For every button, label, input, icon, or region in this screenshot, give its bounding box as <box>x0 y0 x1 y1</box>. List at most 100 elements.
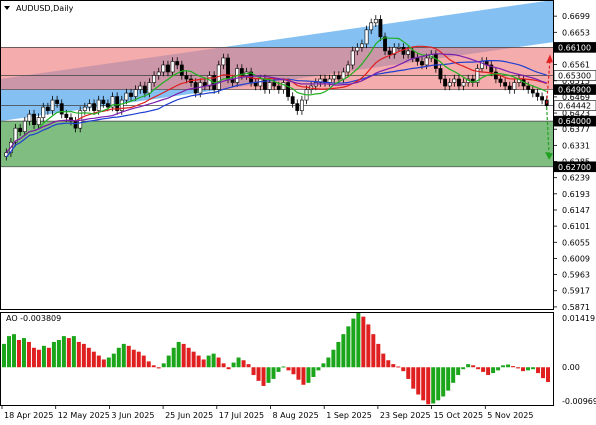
ao-bar <box>36 349 41 368</box>
price-tick-label: 0.6239 <box>562 174 590 183</box>
level-tag-label: 0.66100 <box>558 43 591 52</box>
ao-bar <box>6 336 11 368</box>
moving-average-line <box>5 53 547 154</box>
ao-bar <box>451 367 456 383</box>
candle-body <box>27 113 32 122</box>
candle-body <box>295 103 300 111</box>
ao-bar <box>26 341 31 368</box>
date-tick-label: 17 Jul 2025 <box>219 411 264 420</box>
candle-body <box>73 120 78 129</box>
candle-body <box>69 117 73 122</box>
ao-bar <box>341 334 346 368</box>
candle-body <box>420 61 424 66</box>
level-tag <box>553 70 596 81</box>
ao-bar <box>2 343 6 368</box>
ao-bar <box>66 338 71 368</box>
ao-bar <box>446 367 451 391</box>
candle-body <box>142 85 147 94</box>
ao-bar <box>316 367 321 371</box>
ao-bar <box>246 364 251 368</box>
ao-bar <box>486 367 491 376</box>
ao-bar <box>31 347 36 368</box>
candle-body <box>221 57 226 66</box>
ao-bar <box>231 362 236 368</box>
candle-body <box>156 71 161 76</box>
candle-body <box>507 85 512 90</box>
candle-body <box>59 103 64 115</box>
ao-bar <box>146 361 151 368</box>
ao-bar <box>216 357 221 368</box>
candle-body <box>138 85 143 90</box>
date-tick-label: 18 Apr 2025 <box>4 411 53 420</box>
ao-bar <box>416 367 421 395</box>
ao-bar <box>11 334 16 368</box>
ao-bar <box>141 355 146 368</box>
candle-body <box>530 89 535 94</box>
ao-bar <box>136 351 141 368</box>
candle-body <box>87 103 92 108</box>
date-tick-label: 3 Jun 2025 <box>111 411 154 420</box>
ao-bar <box>476 367 481 370</box>
date-tick-label: 12 May 2025 <box>58 411 110 420</box>
ao-bar <box>131 349 136 368</box>
candle-body <box>332 75 337 80</box>
projection-down-arrow-icon <box>545 152 553 160</box>
ao-bar <box>436 367 441 401</box>
ao-bar <box>181 343 186 368</box>
candle-body <box>452 78 457 83</box>
price-tick-label: 0.6377 <box>562 125 590 134</box>
ao-bar <box>236 357 241 368</box>
candle-body <box>119 99 124 111</box>
ao-bar <box>496 367 501 371</box>
ao-bar <box>261 367 266 386</box>
ao-bar <box>101 359 106 368</box>
dropdown-triangle-icon[interactable] <box>4 6 10 10</box>
symbol-title: AUDUSD,Daily <box>16 4 74 13</box>
candle-body <box>438 68 443 80</box>
level-tag <box>553 100 596 111</box>
ao-bar <box>351 318 356 368</box>
ao-frame <box>0 312 554 406</box>
ao-bar <box>491 367 496 374</box>
ao-bar <box>171 347 176 368</box>
ao-bar <box>466 364 471 368</box>
candle-body <box>364 29 369 45</box>
ao-bar <box>41 345 46 368</box>
ao-bar <box>346 326 351 368</box>
ao-tick-label: -0.009696 <box>562 397 596 406</box>
date-tick-label: 25 Jun 2025 <box>165 411 213 420</box>
candle-body <box>166 64 170 73</box>
ao-bar <box>536 367 541 374</box>
ao-bar <box>386 360 391 368</box>
candle-body <box>36 117 41 125</box>
candle-body <box>383 36 387 52</box>
level-tag-label: 0.64000 <box>558 117 591 126</box>
candle-body <box>401 47 406 55</box>
candle-body <box>387 50 392 55</box>
candle-body <box>415 57 420 62</box>
candle-body <box>13 127 18 143</box>
ao-bar <box>441 367 446 397</box>
ao-bar <box>211 353 216 368</box>
candle-body <box>299 99 304 111</box>
candle-body <box>64 113 69 118</box>
level-tag <box>553 42 596 53</box>
candle-body <box>106 103 110 108</box>
ao-bar <box>16 339 21 368</box>
ao-bar <box>426 367 431 405</box>
candle-body <box>346 64 351 73</box>
ao-bar <box>336 341 341 368</box>
candle-body <box>447 82 452 87</box>
candle-body <box>355 47 360 52</box>
ao-panel <box>2 312 550 405</box>
ao-bar <box>91 351 96 368</box>
ao-bar <box>46 347 51 368</box>
ao-tick-label: 0.00 <box>562 363 580 372</box>
candle-body <box>50 99 55 111</box>
candle-body <box>392 47 397 55</box>
ao-bar <box>296 367 301 380</box>
ao-bar <box>361 316 366 368</box>
ao-bar <box>326 357 331 368</box>
price-tick-label: 0.5917 <box>562 287 590 296</box>
